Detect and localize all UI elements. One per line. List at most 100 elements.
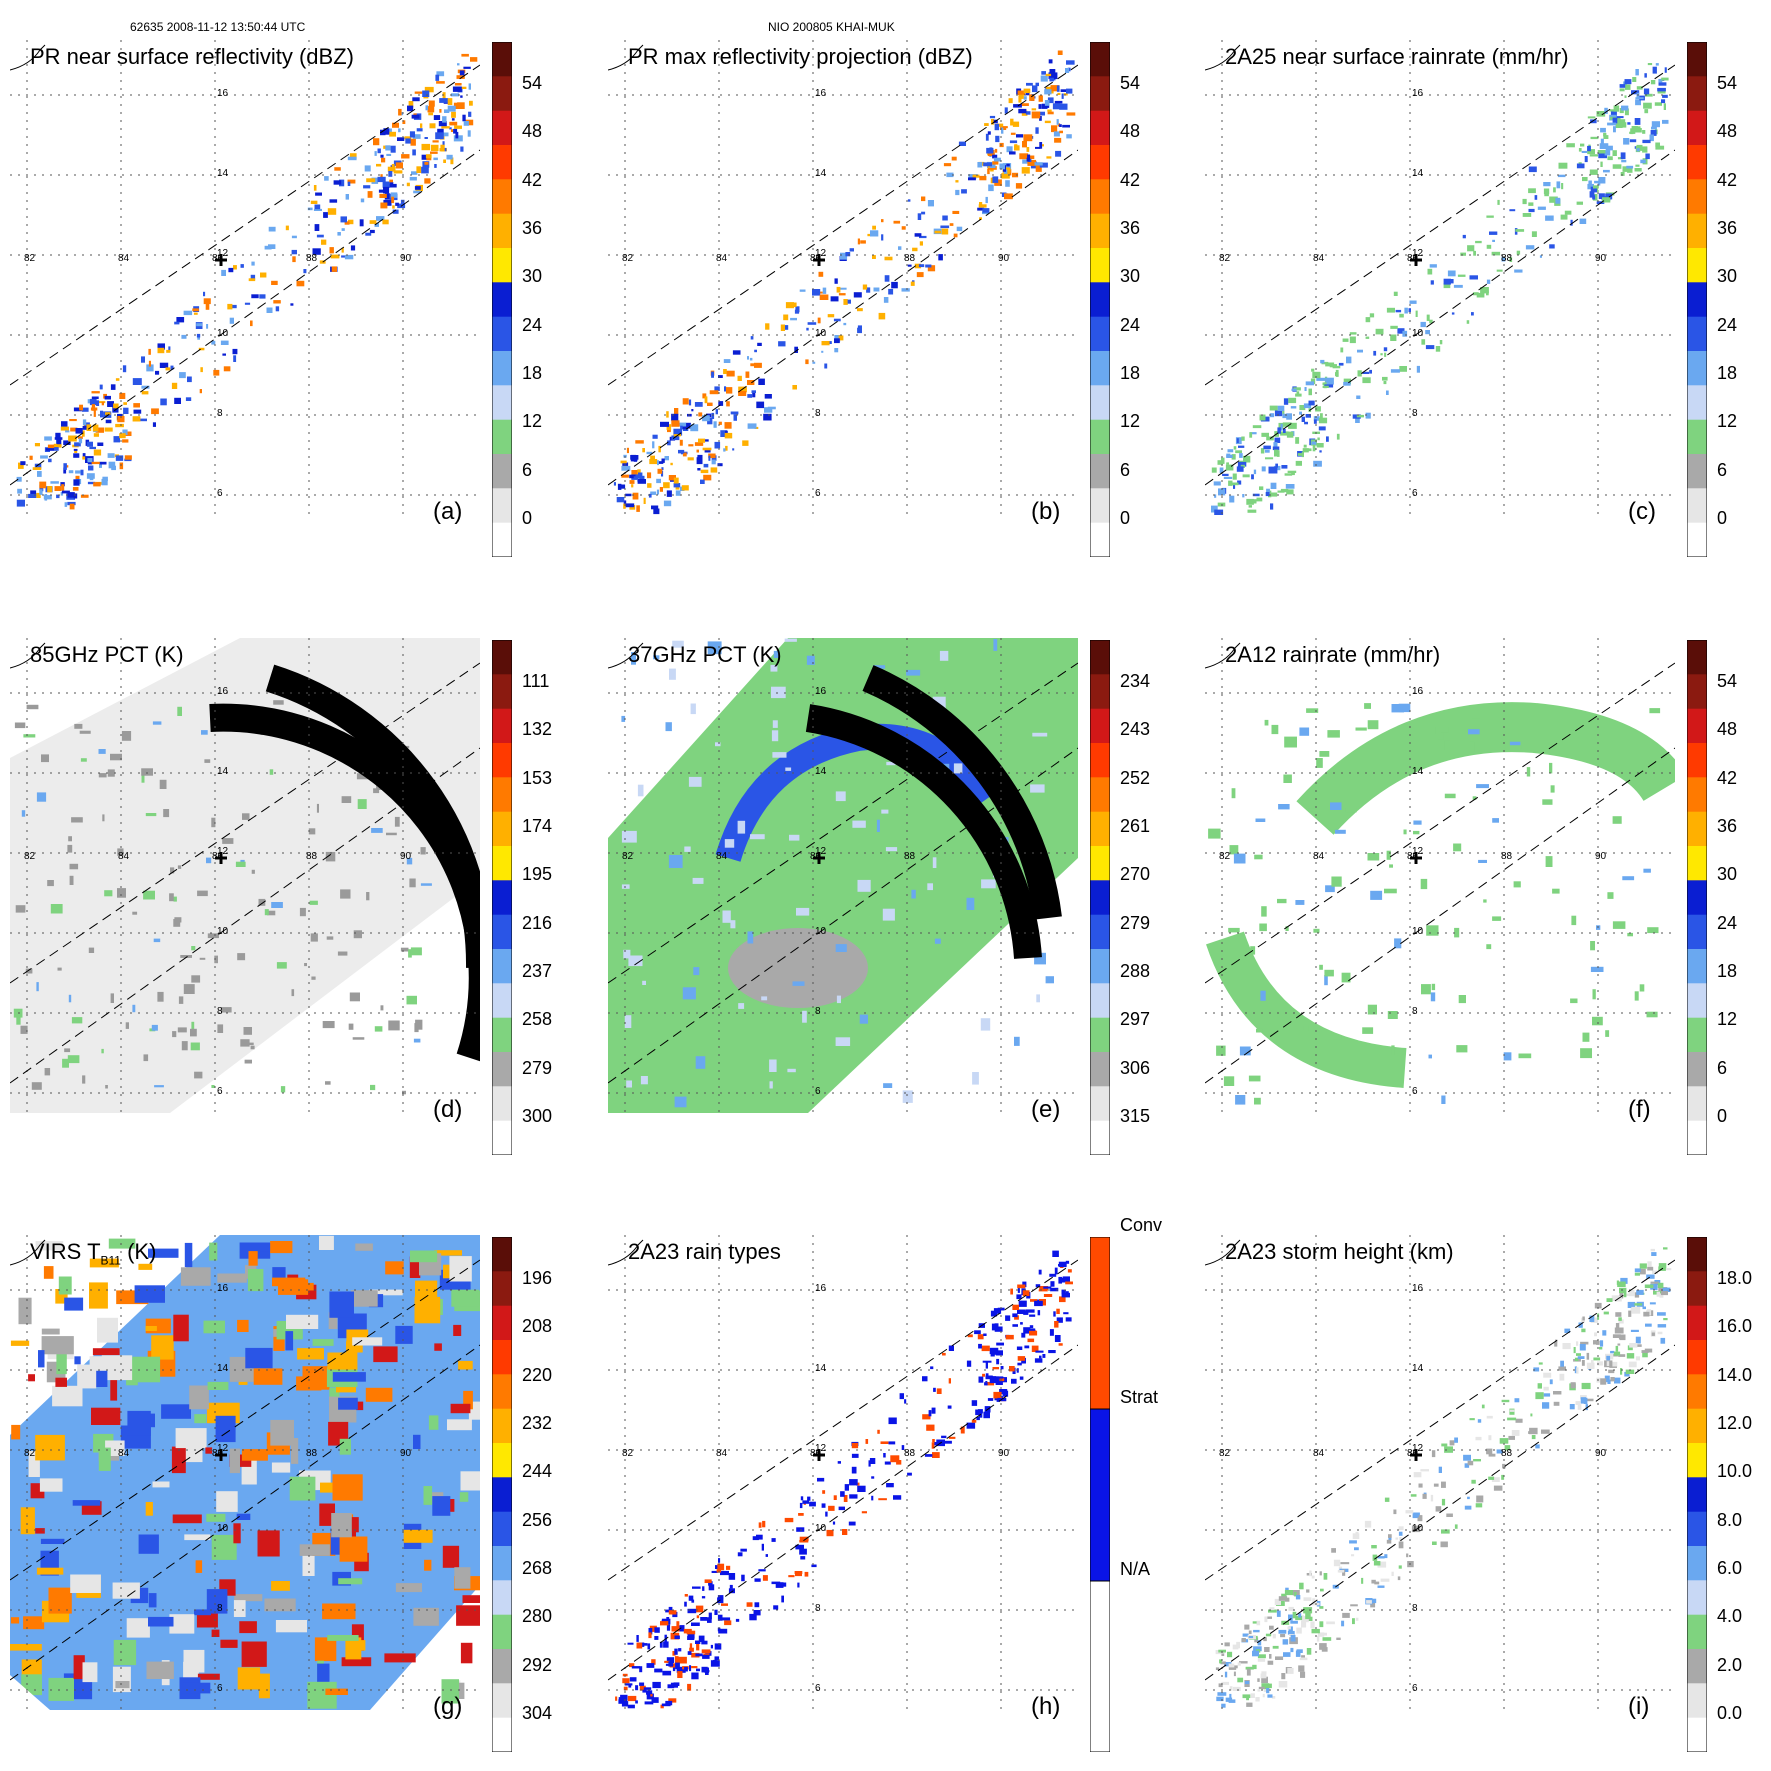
- echo-cell: [1261, 1683, 1270, 1690]
- echo-cell: [976, 1417, 980, 1421]
- echo-cell: [1617, 157, 1624, 160]
- lat-tick: 10: [217, 1523, 229, 1534]
- echo-cell: [799, 289, 806, 292]
- echo-cell: [313, 185, 317, 191]
- echo-cell: [682, 428, 689, 431]
- colorbar-tick: Conv: [1120, 1215, 1163, 1235]
- echo-cell: [1421, 339, 1426, 345]
- lon-tick: 82: [1219, 851, 1231, 862]
- echo-cell: [1022, 1281, 1027, 1288]
- echo-cell: [687, 1651, 692, 1655]
- echo-cell: [1338, 362, 1344, 366]
- echo-cell: [834, 348, 839, 353]
- echo-cell: [1617, 1343, 1621, 1346]
- echo-cell: [629, 505, 636, 510]
- echo-cell: [401, 154, 410, 159]
- echo-cell: [87, 458, 93, 463]
- echo-cell: [1398, 1565, 1402, 1569]
- echo-cell: [1235, 437, 1242, 445]
- colorbar: [1687, 42, 1707, 557]
- echo-cell: [993, 157, 1001, 162]
- echo-cell: [1012, 121, 1020, 127]
- echo-cell: [1268, 466, 1278, 474]
- echo-cell: [644, 1701, 654, 1705]
- echo-cell: [1504, 1445, 1511, 1451]
- echo-cell: [1469, 1418, 1475, 1421]
- echo-cell: [888, 288, 894, 295]
- echo-cell: [674, 408, 679, 415]
- echo-cell: [321, 239, 327, 245]
- echo-cell: [264, 245, 272, 250]
- colorbar-tick: 54: [1120, 73, 1141, 93]
- lat-tick: 8: [815, 1006, 821, 1017]
- echo-cell: [1615, 123, 1623, 128]
- echo-cell: [696, 1668, 700, 1672]
- echo-cell: [1502, 1463, 1506, 1469]
- echo-cell: [1317, 1632, 1325, 1637]
- echo-cell: [687, 1608, 697, 1614]
- echo-cell: [888, 1417, 897, 1425]
- echo-cell: [1239, 453, 1243, 458]
- echo-cell: [857, 325, 862, 329]
- echo-cell: [1654, 102, 1662, 106]
- echo-cell: [668, 1661, 673, 1667]
- echo-cell: [1291, 471, 1295, 476]
- echo-cell: [1252, 493, 1260, 497]
- echo-cell: [671, 413, 679, 421]
- echo-cell: [1605, 145, 1613, 151]
- lat-tick: 8: [815, 1603, 821, 1614]
- echo-cell: [710, 1660, 720, 1667]
- echo-cell: [1243, 455, 1251, 463]
- echo-cell: [639, 1666, 643, 1673]
- echo-cell: [1067, 1269, 1072, 1273]
- echo-cell: [1037, 1310, 1041, 1316]
- echo-cell: [1463, 1454, 1471, 1461]
- echo-cell: [658, 461, 664, 464]
- echo-cell: [1637, 126, 1641, 131]
- echo-cell: [1026, 1309, 1035, 1313]
- echo-cell: [1290, 406, 1297, 409]
- echo-cell: [1644, 93, 1653, 97]
- echo-cell: [1386, 390, 1389, 395]
- echo-cell: [958, 141, 966, 146]
- echo-cell: [1374, 1581, 1380, 1585]
- colorbar-tick: 268: [522, 1558, 553, 1578]
- echo-cell: [1313, 460, 1322, 467]
- colorbar-tick: 24: [522, 314, 543, 335]
- lat-tick: 10: [217, 328, 229, 339]
- colorbar-tick: 30: [1717, 864, 1738, 885]
- echo-cell: [1044, 89, 1052, 95]
- echo-cell: [1635, 97, 1644, 100]
- echo-cell: [1319, 1621, 1324, 1628]
- echo-cell: [1395, 1537, 1399, 1540]
- echo-cell: [1011, 1378, 1017, 1384]
- colorbar-tick: 18: [1717, 961, 1738, 981]
- echo-cell: [1056, 119, 1059, 125]
- echo-cell: [192, 308, 199, 312]
- echo-cell: [794, 1571, 803, 1574]
- echo-cell: [1397, 1576, 1401, 1581]
- echo-cell: [995, 148, 998, 153]
- echo-cell: [674, 1648, 678, 1655]
- echo-cell: [1486, 1448, 1493, 1455]
- echo-cell: [1017, 90, 1026, 96]
- echo-cell: [1049, 77, 1054, 82]
- colorbar-tick: 297: [1120, 1009, 1151, 1030]
- echo-cell: [1642, 139, 1651, 144]
- echo-cell: [30, 490, 37, 497]
- echo-cell: [1398, 1541, 1404, 1549]
- echo-cell: [388, 171, 393, 177]
- echo-cell: [799, 1540, 809, 1543]
- echo-cell: [259, 294, 266, 299]
- echo-cell: [310, 200, 318, 204]
- echo-cell: [165, 367, 171, 371]
- echo-cell: [152, 422, 156, 427]
- lon-tick: 82: [1219, 253, 1231, 264]
- echo-cell: [1049, 69, 1056, 75]
- echo-cell: [666, 1624, 671, 1631]
- echo-cell: [74, 449, 78, 453]
- echo-cell: [627, 1704, 635, 1709]
- map-plot: [10, 1235, 480, 1710]
- echo-cell: [359, 219, 364, 227]
- echo-cell: [891, 281, 898, 289]
